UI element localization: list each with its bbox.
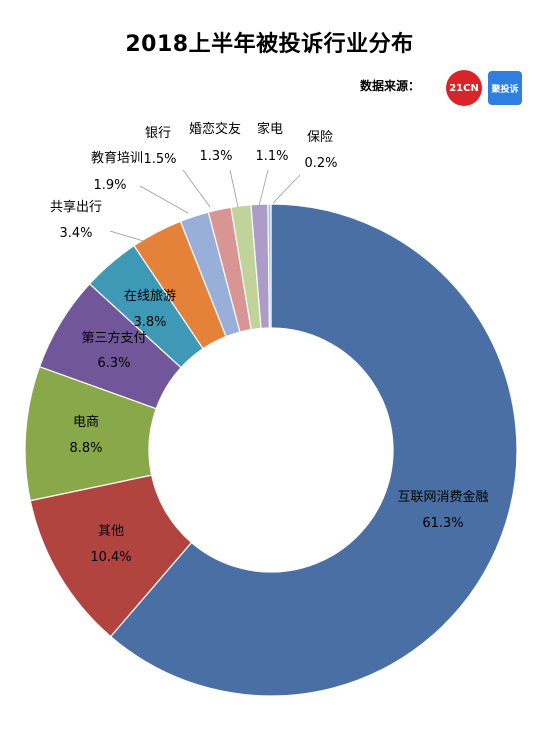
source-label: 数据来源： (360, 79, 421, 93)
leader-line-8 (182, 169, 211, 208)
leader-line-7 (139, 185, 189, 214)
slice-value-label-3: 8.8% (69, 441, 102, 456)
slice-name-label-10: 家电 (257, 121, 283, 137)
chart-title: 2018上半年被投诉行业分布 (125, 32, 414, 57)
slice-name-label-8: 银行 (145, 126, 171, 141)
slice-value-label-5: 3.8% (133, 315, 166, 330)
slice-value-label-9: 1.3% (199, 149, 232, 164)
slice-name-label-9: 婚恋交友 (189, 121, 241, 137)
slice-name-label-3: 电商 (73, 415, 99, 430)
21cn-logo: 21CN (446, 70, 482, 106)
leader-line-11 (272, 174, 301, 204)
leader-line-9 (229, 169, 239, 208)
leader-line-10 (258, 169, 269, 207)
slice-value-label-4: 6.3% (97, 356, 130, 371)
slice-name-label-1: 互联网消费金融 (397, 489, 488, 505)
slice-value-label-10: 1.1% (255, 149, 288, 164)
slice-name-label-2: 其他 (98, 524, 124, 539)
donut-slice-11 (267, 203, 272, 329)
slice-value-label-8: 1.5% (143, 152, 176, 167)
slice-value-label-7: 1.9% (93, 178, 126, 193)
slice-name-label-4: 第三方支付 (81, 330, 146, 346)
slice-value-label-6: 3.4% (59, 226, 92, 241)
slice-name-label-5: 在线旅游 (124, 289, 176, 304)
donut-slice-1 (109, 203, 518, 697)
slice-name-label-6: 共享出行 (50, 199, 102, 215)
slice-value-label-1: 61.3% (422, 516, 463, 531)
slice-name-label-11: 保险 (307, 130, 333, 145)
leader-line-6 (109, 230, 151, 244)
slice-name-label-7: 教育培训 (91, 150, 143, 166)
slice-value-label-11: 0.2% (304, 156, 337, 171)
jubao-logo: 聚投诉 (488, 71, 522, 105)
slice-value-label-2: 10.4% (90, 550, 131, 565)
